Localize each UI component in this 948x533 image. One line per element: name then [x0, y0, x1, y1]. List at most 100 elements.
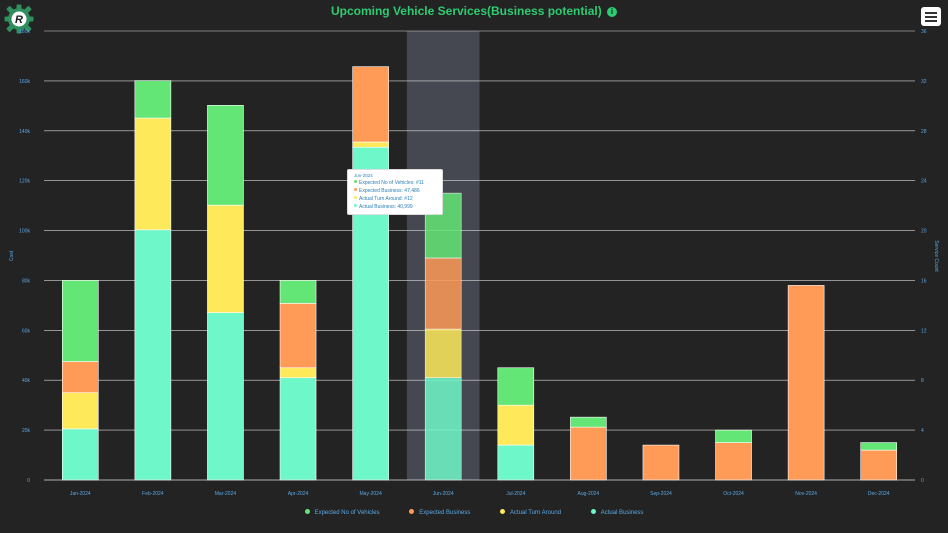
x-tick-label: Jun-2024: [433, 491, 454, 497]
tooltip-title: Jun-2024: [354, 173, 373, 178]
hamburger-icon-line-2: [925, 16, 937, 18]
bar-segment: [497, 367, 535, 406]
bar-segment: [352, 66, 389, 143]
info-icon[interactable]: i: [607, 7, 618, 17]
tooltip-row: Expected Business: 47,486: [354, 187, 436, 195]
legend-item[interactable]: Actual Business: [590, 509, 644, 516]
y2-tick-label: 16: [921, 278, 927, 284]
y-tick-label: 40k: [22, 378, 31, 384]
legend-label: Actual Turn Around: [510, 510, 562, 516]
y2-axis-label: Service Count: [933, 240, 939, 272]
y2-tick-label: 36: [921, 29, 927, 35]
legend-dot: [590, 509, 596, 514]
bar-segment: [207, 204, 244, 313]
bar-segment: [279, 377, 317, 481]
chart-tooltip: Jun-2024 Expected No of Vehicles: #11 Ex…: [347, 169, 443, 215]
bar-segment: [279, 367, 317, 379]
tooltip-dot: [354, 180, 357, 183]
bar-segment: [787, 285, 825, 481]
legend-dot: [409, 509, 415, 514]
x-tick-label: Sep-2024: [650, 491, 672, 497]
bar-segment: [715, 429, 752, 443]
x-tick-label: Oct-2024: [723, 491, 744, 497]
x-tick-label: Aug-2024: [578, 491, 600, 497]
tooltip-row-text: Actual Turn Around: #12: [359, 196, 413, 202]
legend-label: Actual Business: [600, 510, 644, 516]
bar-segment: [352, 141, 389, 148]
bar-segment: [497, 444, 535, 481]
tooltip-dot: [354, 196, 357, 199]
x-tick-label: Dec-2024: [868, 491, 890, 497]
y2-tick-label: 20: [921, 229, 927, 235]
y-tick-label: 0: [27, 478, 30, 484]
y-tick-label: 180k: [19, 29, 30, 35]
bar-segment: [642, 444, 680, 481]
x-tick-label: Nov-2024: [795, 491, 817, 497]
bar-segment: [860, 449, 898, 481]
legend-item[interactable]: Actual Turn Around: [500, 509, 561, 516]
y-tick-label: 20k: [22, 428, 31, 434]
bar-segment: [279, 303, 317, 369]
bar-segment: [570, 416, 607, 428]
hamburger-icon-line-3: [925, 20, 937, 22]
hamburger-icon-line-1: [925, 12, 937, 14]
x-tick-label: Mar-2024: [215, 491, 237, 497]
bar-segment: [134, 229, 172, 481]
x-tick-label: Apr-2024: [288, 491, 309, 497]
tooltip-dot: [354, 188, 357, 191]
gear-logo-icon: R: [4, 4, 34, 34]
y2-tick-label: 4: [921, 428, 924, 434]
chart-menu-button[interactable]: [921, 7, 941, 26]
x-tick-label: Jul-2024: [506, 491, 525, 497]
y-tick-label: 140k: [19, 129, 30, 135]
x-tick-label: May-2024: [360, 491, 382, 497]
y-tick-label: 60k: [22, 328, 31, 334]
y-tick-label: 120k: [19, 179, 30, 185]
chart-title-text: Upcoming Vehicle Services(Business poten…: [330, 4, 602, 18]
bar-segment: [61, 392, 99, 430]
tooltip-row: Actual Turn Around: #12: [354, 195, 436, 203]
legend-item[interactable]: Expected No of Vehicles: [304, 509, 380, 516]
legend-label: Expected Business: [419, 510, 471, 516]
tooltip-row: Actual Business: 40,999: [354, 203, 436, 211]
y2-tick-label: 24: [921, 179, 927, 185]
chart-legend: Expected No of Vehicles Expected Busines…: [0, 509, 948, 516]
bar-segment: [134, 80, 172, 119]
y-axis-label: Cost: [9, 250, 15, 261]
tooltip-row-text: Actual Business: 40,999: [359, 204, 413, 210]
bar-segment: [424, 328, 462, 379]
y2-tick-label: 8: [921, 378, 924, 384]
bar-segment: [61, 361, 99, 393]
bar-segment: [497, 404, 535, 446]
bar-segment: [207, 312, 244, 481]
chart-title: Upcoming Vehicle Services(Business poten…: [0, 4, 948, 18]
y2-tick-label: 28: [921, 129, 927, 135]
y2-tick-label: 0: [921, 478, 924, 484]
bar-segment: [61, 280, 99, 362]
bar-segment: [424, 257, 462, 330]
y-tick-label: 100k: [19, 229, 30, 235]
tooltip-row-text: Expected No of Vehicles: #11: [359, 180, 424, 186]
tooltip-row: Expected No of Vehicles: #11: [354, 179, 436, 187]
legend-item[interactable]: Expected Business: [409, 509, 470, 516]
legend-dot: [304, 509, 310, 514]
tooltip-dot: [354, 204, 357, 207]
bar-segment: [715, 442, 752, 481]
bar-segment: [207, 105, 244, 206]
app-logo[interactable]: R: [4, 4, 34, 34]
svg-text:R: R: [15, 14, 23, 26]
bar-segment: [860, 442, 898, 451]
bar-segment: [424, 377, 462, 481]
y2-tick-label: 32: [921, 79, 927, 85]
x-tick-label: Feb-2024: [142, 491, 164, 497]
y2-tick-label: 12: [921, 328, 927, 334]
legend-dot: [500, 509, 505, 514]
legend-label: Expected No of Vehicles: [314, 510, 380, 516]
bar-segment: [570, 426, 607, 481]
bar-segment: [61, 428, 99, 481]
x-tick-label: Jan-2024: [70, 491, 91, 497]
bar-segment: [134, 117, 172, 231]
bar-segment: [279, 280, 317, 304]
y-tick-label: 80k: [22, 278, 31, 284]
